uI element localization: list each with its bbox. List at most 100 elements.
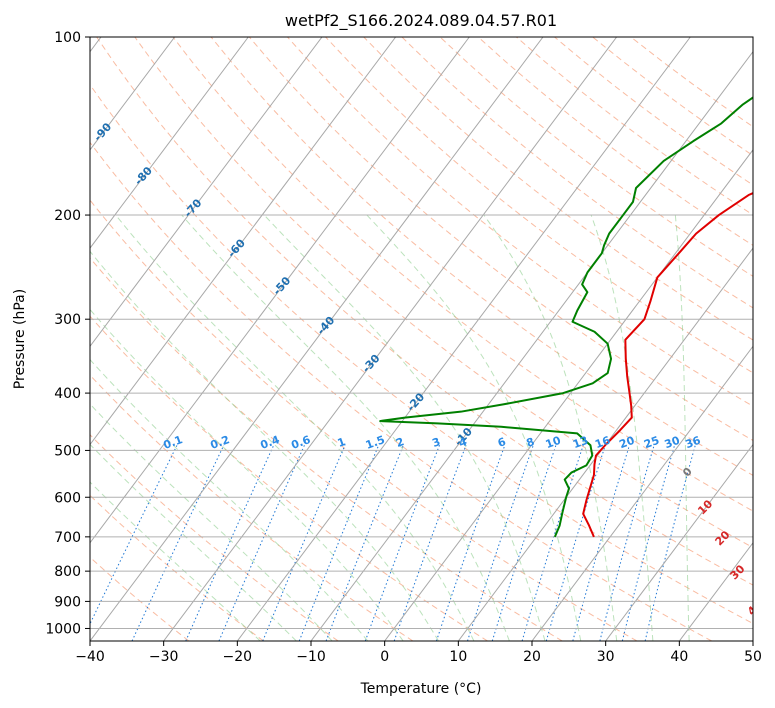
dry-adiabat	[172, 37, 753, 512]
mixing-ratio-label: 0.1	[162, 433, 185, 452]
dry-adiabat	[90, 374, 414, 641]
isobars	[90, 37, 753, 629]
dry-adiabat	[90, 141, 712, 641]
dry-adiabat	[134, 37, 753, 549]
y-tick-label: 100	[54, 30, 81, 46]
isotherm--20	[236, 37, 691, 641]
mixing-ratio-line	[467, 445, 534, 641]
mixing-ratio-line	[521, 445, 584, 641]
isotherm-30	[605, 443, 753, 641]
dry-adiabat	[248, 37, 753, 442]
isotherm-40	[678, 541, 753, 641]
moist-adiabat	[263, 214, 546, 641]
mixing-ratio-line	[393, 445, 467, 641]
isotherm--30	[163, 37, 618, 641]
x-tick-label: −10	[296, 649, 326, 665]
mixing-ratio-label: 1.5	[364, 433, 387, 452]
isotherm-label: -20	[404, 390, 427, 414]
mixing-ratio-line	[599, 445, 655, 641]
x-tick-label: 50	[744, 649, 762, 665]
mixing-ratio-label: 4	[457, 435, 469, 450]
isotherm--10	[310, 50, 753, 641]
moist-adiabat-label: 0	[680, 465, 695, 480]
mixing-ratio-line	[621, 445, 676, 641]
moist-adiabat	[90, 358, 369, 641]
moist-adiabat	[674, 215, 690, 641]
isotherm-10	[457, 247, 753, 641]
isotherm--60	[90, 37, 397, 446]
mixing-ratio-label: 25	[642, 434, 661, 451]
moist-adiabat	[115, 214, 475, 641]
mixing-ratio-line	[218, 445, 305, 641]
dry-adiabat	[401, 37, 753, 309]
y-tick-label: 200	[54, 208, 81, 224]
y-tick-label: 700	[54, 530, 81, 546]
moist-adiabat-label: 20	[713, 528, 733, 548]
mixing-ratio-label: 36	[684, 434, 703, 452]
moist-adiabat	[90, 250, 439, 641]
y-tick-label: 500	[54, 443, 81, 459]
dry-adiabat	[439, 37, 753, 277]
isotherm-label: -60	[225, 236, 248, 260]
chart-title: wetPf2_S166.2024.089.04.57.R01	[285, 11, 557, 31]
dry-adiabat	[90, 83, 753, 625]
dry-adiabat	[325, 37, 753, 374]
mixing-ratio-label: 6	[496, 435, 508, 450]
isotherm-50	[752, 640, 753, 641]
dewpoint-profile	[379, 96, 753, 538]
x-tick-label: 0	[380, 649, 389, 665]
mixing-ratio-line	[435, 445, 506, 641]
y-tick-label: 400	[54, 386, 81, 402]
mixing-ratio-label: 0.2	[209, 433, 232, 452]
sounding-profiles	[379, 96, 753, 538]
isotherms	[90, 37, 753, 641]
mixing-ratio-label: 0.6	[289, 433, 312, 452]
dry-adiabat	[90, 199, 638, 641]
temperature-profile	[582, 192, 753, 538]
isotherm-label: -80	[132, 164, 155, 188]
y-tick-label: 800	[54, 564, 81, 580]
isotherm--40	[90, 37, 544, 641]
mixing-ratio-line	[545, 445, 606, 641]
mixing-ratio-line	[325, 445, 404, 641]
dry-adiabat	[554, 37, 753, 186]
dry-adiabat	[210, 37, 753, 476]
dry-adiabat	[90, 494, 264, 641]
moist-adiabat-label: 10	[695, 497, 715, 517]
mixing-ratio-label: 20	[618, 434, 637, 452]
plot-frame	[89, 36, 754, 642]
y-tick-label: 900	[54, 594, 81, 610]
mixing-ratio-line	[644, 445, 696, 641]
isotherm--80	[90, 37, 249, 249]
dry-adiabat	[96, 37, 753, 586]
dry-adiabat	[363, 37, 753, 341]
x-axis-label: Temperature (°C)	[360, 681, 482, 697]
mixing-ratio-label: 13	[571, 434, 590, 451]
moist-adiabat	[181, 214, 510, 641]
moist-adiabat	[483, 214, 618, 641]
moist-adiabat	[366, 214, 582, 641]
moist-adiabat-label: 30	[728, 562, 748, 582]
isotherm-0	[384, 149, 753, 641]
plot-area: -100-90-80-70-60-50-40-30-20-100.1 0.2 0.4…	[90, 37, 765, 641]
mixing-ratio-label: 3	[430, 435, 442, 450]
isotherm--50	[90, 37, 470, 544]
mixing-ratio-label: 16	[593, 434, 612, 452]
y-axis-label: Pressure (hPa)	[12, 289, 28, 389]
y-tick-label: 600	[54, 490, 81, 506]
mixing-ratio-label: 2	[394, 435, 406, 450]
x-axis-ticks: −40 −30 −20 −10 0 10 20 30 40 50	[75, 641, 762, 665]
dry-adiabat	[90, 315, 488, 641]
moist-adiabat	[590, 214, 654, 641]
mixing-ratio-line	[491, 445, 557, 641]
x-tick-label: 20	[523, 649, 541, 665]
isopleth-labels: -100-90-80-70-60-50-40-30-20-100.1 0.2 0.4…	[91, 120, 765, 618]
mixing-ratio-line	[364, 445, 440, 641]
mixing-ratio-line	[131, 445, 225, 641]
dry-adiabats	[90, 37, 753, 641]
dry-adiabat	[90, 556, 190, 641]
moist-adiabat-label: 40	[745, 598, 765, 618]
x-tick-label: 40	[670, 649, 688, 665]
mixing-ratio-line	[572, 445, 630, 641]
x-tick-label: −20	[223, 649, 253, 665]
